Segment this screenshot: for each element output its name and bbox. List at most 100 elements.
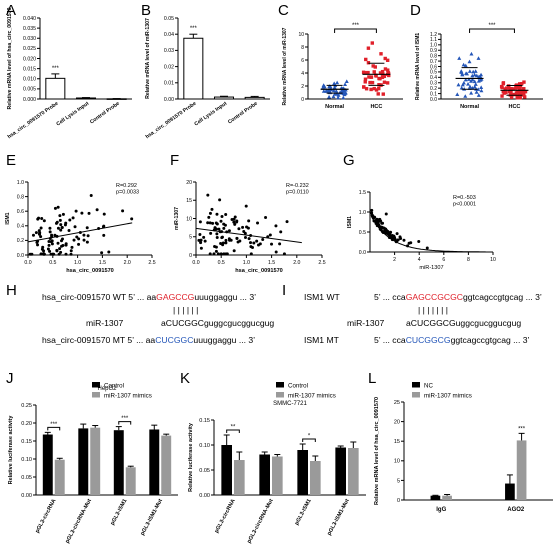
y-tick-label: 15: [394, 439, 400, 445]
chart-e: 0.0 0.2 0.4 0.6 0.8 1.0 ISM1 0.0 0.5 1.0 1.5 2.0 2.5…: [5, 180, 156, 274]
bar-control: [113, 430, 124, 495]
data-point: [224, 238, 228, 242]
i-mt-seed: CUCGGCG: [405, 335, 451, 345]
data-point: [364, 87, 369, 91]
significance-label: ***: [352, 23, 360, 29]
data-point: [341, 95, 346, 100]
data-point: [214, 249, 218, 253]
stat-label: R=-0.232: [286, 183, 309, 189]
data-point: [47, 243, 51, 247]
significance-bracket: [469, 28, 515, 33]
data-point: [55, 248, 59, 252]
panel-letter-a: A: [6, 2, 17, 19]
y-tick-label: 0.8: [430, 53, 437, 59]
data-point: [222, 222, 226, 226]
data-point: [376, 218, 380, 222]
data-point: [221, 241, 225, 245]
i-mir-label: miR-1307: [347, 318, 385, 328]
data-point: [198, 220, 202, 224]
bar-control: [297, 450, 308, 495]
x-tick-label: 0.0: [192, 260, 199, 266]
data-point: [85, 226, 89, 230]
data-point: [402, 238, 406, 242]
data-point: [233, 222, 237, 226]
data-point: [512, 87, 516, 91]
significance-label: **: [231, 425, 236, 431]
y-tick-label: 15: [186, 198, 192, 204]
x-tick-label: pGL3-ISM1-Mut: [140, 498, 164, 537]
y-tick-label: 10: [394, 459, 400, 465]
data-point: [378, 225, 382, 229]
data-point: [367, 75, 371, 79]
data-point: [63, 223, 67, 227]
x-axis-label: hsa_circ_0091570: [235, 268, 283, 274]
data-point: [244, 204, 248, 208]
data-point: [219, 219, 223, 223]
i-wt-prefix: 5’ ... cca: [374, 292, 406, 302]
i-wt-label: ISM1 WT: [304, 292, 340, 302]
data-point: [213, 226, 217, 230]
significance-label: ***: [121, 416, 129, 422]
data-point: [381, 92, 385, 96]
data-point: [34, 231, 38, 235]
bar-treated: [516, 440, 527, 500]
bar: [75, 97, 97, 100]
data-point: [514, 86, 518, 90]
bar-treated: [442, 495, 452, 500]
data-point: [42, 249, 46, 253]
data-point: [321, 89, 326, 93]
data-point: [460, 72, 465, 77]
chart-c: 0 2 4 6 8 10 Relative mRNA level of miR-1307 No…: [282, 23, 403, 110]
data-point: [249, 241, 253, 245]
data-point: [71, 216, 75, 220]
y-tick-label: 0.15: [199, 418, 210, 424]
data-point: [58, 247, 62, 251]
h-mir-label: miR-1307: [86, 318, 124, 328]
data-point: [107, 250, 111, 254]
x-tick-label: pGL3-ISM1: [294, 498, 313, 526]
data-point: [382, 74, 387, 79]
data-point: [61, 243, 65, 247]
x-tick-label: Control Probe: [89, 101, 121, 126]
data-point: [523, 89, 528, 94]
data-point: [285, 220, 289, 224]
data-point: [470, 86, 475, 90]
data-point: [72, 238, 76, 242]
data-point: [56, 205, 60, 209]
y-axis-label: Relative mRNA level of hsa_circ_0091570: [7, 7, 13, 109]
data-point: [382, 80, 387, 84]
chart-j: 0.00 0.05 0.10 0.15 0.20 0.25 Relative lucifer…: [8, 382, 178, 544]
x-tick-label: IgG: [436, 507, 446, 513]
y-tick-label: 6: [301, 58, 304, 64]
i-pair-bars: | | | | | | |: [418, 305, 448, 315]
i-wt-tail: ggtcagccgtgcag ... 3’: [462, 292, 542, 302]
bar-treated: [310, 461, 321, 495]
x-tick-label: hsa_circ_0091570 Probe: [7, 101, 60, 141]
data-point: [217, 227, 221, 231]
data-point: [509, 87, 513, 91]
data-point: [479, 72, 484, 77]
significance-label: ***: [518, 426, 526, 432]
data-point: [56, 241, 60, 245]
data-point: [95, 208, 99, 212]
data-point: [235, 236, 239, 240]
data-point: [519, 89, 523, 94]
y-tick-label: 0.2: [17, 238, 24, 244]
data-point: [374, 73, 378, 77]
i-wt-row: 5’ ... ccaGAGCCGCGCggtcagccgtgcag ... 3’: [374, 292, 542, 302]
data-point: [362, 85, 366, 89]
data-point: [377, 76, 381, 81]
data-point: [206, 221, 210, 225]
data-point: [208, 252, 212, 256]
x-tick-label: pGL3-circRNA: [35, 498, 58, 534]
panel-letter-j: J: [6, 370, 14, 387]
data-point: [69, 249, 73, 253]
data-point: [331, 94, 336, 99]
data-point: [102, 212, 106, 216]
x-tick-label: pGL3-ISM1-Mut: [327, 498, 351, 537]
y-tick-label: 0.0: [17, 253, 24, 259]
data-point: [369, 87, 373, 92]
data-point: [85, 240, 89, 244]
panel-letter-k: K: [180, 370, 191, 387]
y-tick-label: 0.015: [23, 66, 36, 72]
